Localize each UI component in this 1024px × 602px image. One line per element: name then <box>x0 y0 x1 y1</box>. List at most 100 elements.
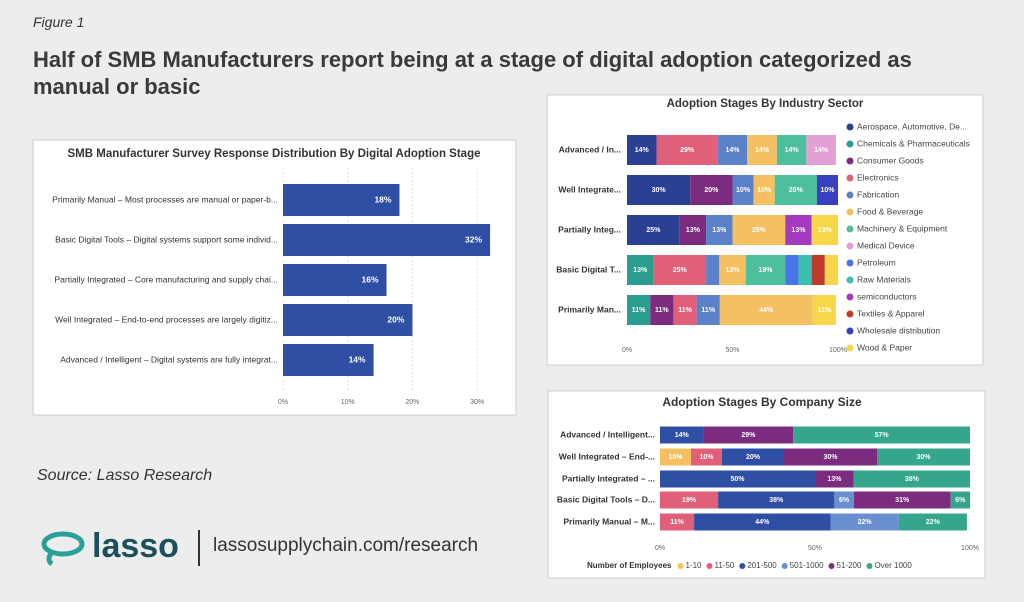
data-label: 30% <box>916 454 931 461</box>
x-tick-label: 30% <box>470 399 484 406</box>
data-label: 14% <box>755 147 770 154</box>
data-label: 10% <box>736 187 751 194</box>
bar-segment <box>653 255 707 285</box>
bar-segment <box>806 135 836 165</box>
data-label: 14% <box>675 432 690 439</box>
data-label: 14% <box>349 354 366 364</box>
legend-swatch <box>846 242 854 250</box>
y-tick-label: Basic Digital Tools – D... <box>557 494 655 504</box>
legend-label: Fabrication <box>857 189 899 199</box>
bar-segment <box>834 491 854 509</box>
bar-segment <box>811 255 825 285</box>
legend-swatch <box>706 563 713 569</box>
legend-swatch <box>846 310 854 318</box>
y-tick-label: Primarily Manual – Most processes are ma… <box>52 194 278 204</box>
data-label: 13% <box>818 227 833 234</box>
data-label: 31% <box>895 497 910 504</box>
data-label: 30% <box>823 454 838 461</box>
bar <box>283 264 387 296</box>
x-tick-label: 0% <box>622 347 632 354</box>
legend-swatch <box>677 563 684 569</box>
bar-segment <box>627 295 651 325</box>
bar-segment <box>703 426 794 444</box>
legend-swatch <box>866 563 873 569</box>
bar-segment <box>753 175 775 205</box>
data-label: 11% <box>670 519 684 526</box>
legend-swatch <box>781 563 788 569</box>
figure-label: Figure 1 <box>33 14 85 30</box>
bar-segment <box>784 448 877 466</box>
source: Source: Lasso Research <box>37 467 213 484</box>
bar-segment <box>950 491 970 509</box>
bar-segment <box>694 513 831 531</box>
bar-segment <box>815 470 854 488</box>
data-label: 10% <box>820 187 835 194</box>
legend-label: Aerospace, Automotive, De... <box>857 121 967 131</box>
data-label: 10% <box>699 454 714 461</box>
bar-segment <box>706 255 720 285</box>
logo-text: lasso <box>92 527 179 565</box>
data-label: 10% <box>668 454 683 461</box>
bar-segment <box>853 470 970 488</box>
y-tick-label: Advanced / Intelligent... <box>560 429 655 439</box>
legend-label: Food & Beverage <box>857 206 923 216</box>
legend-label: Consumer Goods <box>857 155 924 165</box>
legend-label: 11-50 <box>714 561 734 570</box>
y-tick-label: Well Integrated – End-to-end processes a… <box>55 314 278 324</box>
legend-label: Chemicals & Pharmaceuticals <box>857 138 970 148</box>
x-tick-label: 100% <box>961 545 979 552</box>
data-label: 29% <box>680 147 695 154</box>
data-label: 13% <box>791 227 806 234</box>
bar-segment <box>660 470 815 488</box>
y-tick-label: Partially Integrated – Core manufacturin… <box>55 274 279 284</box>
logo-icon <box>41 531 85 566</box>
chart-title: SMB Manufacturer Survey Response Distrib… <box>68 148 481 160</box>
data-label: 30% <box>652 187 667 194</box>
legend-swatch <box>828 563 835 569</box>
data-label: 18% <box>374 194 391 204</box>
bar-segment <box>785 215 812 245</box>
bar-segment <box>627 215 680 245</box>
legend-label: Raw Materials <box>857 274 911 284</box>
legend-swatch <box>846 123 854 131</box>
y-tick-label: Partially Integ... <box>558 224 621 234</box>
bar-segment <box>627 175 691 205</box>
data-label: 32% <box>465 234 482 244</box>
bar-segment <box>691 448 722 466</box>
legend-label: Medical Device <box>857 240 915 250</box>
data-label: 11% <box>655 307 669 314</box>
data-label: 13% <box>827 476 842 483</box>
bar-segment <box>898 513 967 531</box>
bar-segment <box>696 295 720 325</box>
bar-segment <box>656 135 718 165</box>
x-tick-label: 0% <box>278 399 288 406</box>
bar <box>283 184 400 216</box>
bar <box>283 304 413 336</box>
data-label: 20% <box>789 187 804 194</box>
y-tick-label: Advanced / Intelligent – Digital systems… <box>60 354 278 364</box>
bar-segment <box>660 491 719 509</box>
bar-segment <box>745 255 786 285</box>
bar-segment <box>690 175 733 205</box>
data-label: 11% <box>817 307 831 314</box>
legend-swatch <box>846 208 854 216</box>
bar-segment <box>776 135 807 165</box>
data-label: 6% <box>955 497 966 504</box>
data-label: 25% <box>752 227 767 234</box>
y-tick-label: Primarily Man... <box>558 304 621 314</box>
bar-segment <box>793 426 970 444</box>
legend-label: Machinery & Equipment <box>857 223 948 233</box>
bar-segment <box>853 491 951 509</box>
legend-swatch <box>846 191 854 199</box>
x-tick-label: 100% <box>829 347 847 354</box>
x-tick-label: 0% <box>655 545 665 552</box>
bar-segment <box>660 448 691 466</box>
bar-segment <box>816 175 838 205</box>
bar-segment <box>717 135 748 165</box>
legend-swatch <box>846 344 854 352</box>
legend-swatch <box>846 259 854 267</box>
bar <box>283 344 374 376</box>
legend-label: Over 1000 <box>874 561 912 570</box>
y-tick-label: Advanced / In... <box>559 144 621 154</box>
data-label: 14% <box>785 147 800 154</box>
